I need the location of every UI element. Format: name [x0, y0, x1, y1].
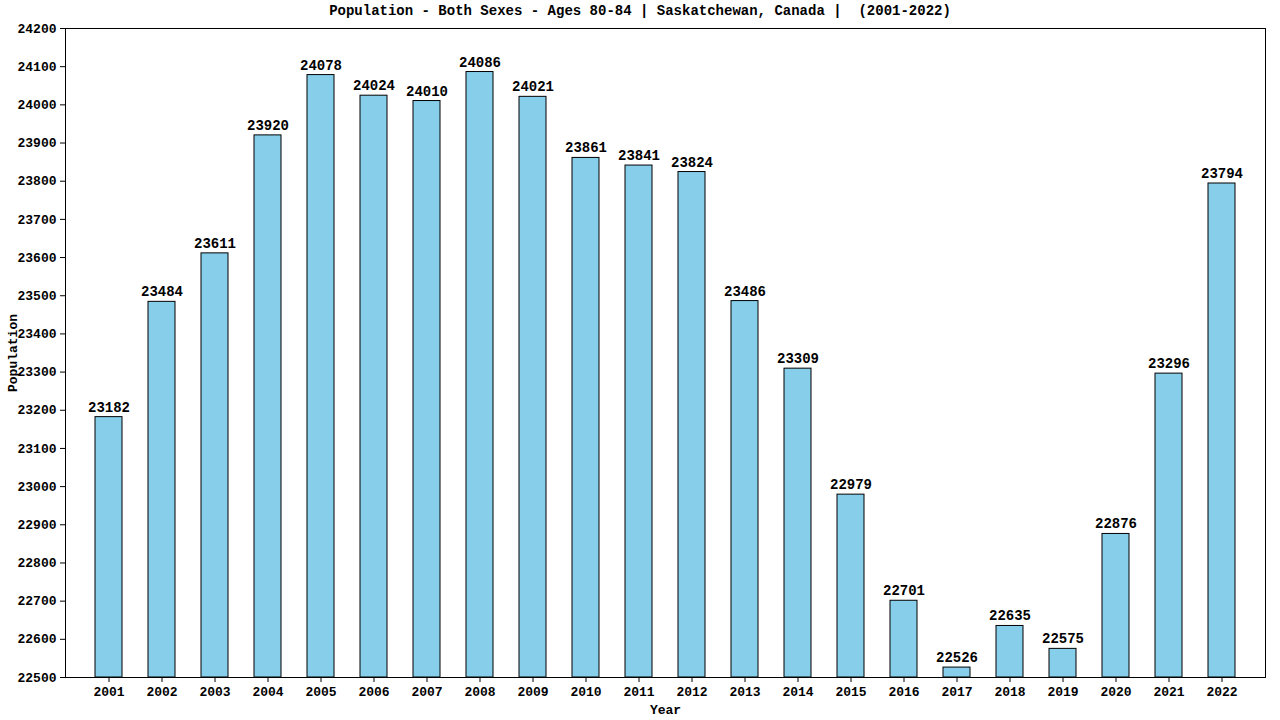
svg-text:2021: 2021 [1153, 685, 1184, 700]
svg-text:2019: 2019 [1047, 685, 1078, 700]
svg-text:2001: 2001 [93, 685, 124, 700]
html-text:Population - Both Sexes - Ages: Population - Both Sexes - Ages 80-84 | S… [329, 3, 951, 19]
svg-text:24024: 24024 [353, 78, 395, 94]
svg-text:23920: 23920 [247, 118, 289, 134]
svg-text:23800: 23800 [17, 174, 56, 189]
svg-text:2010: 2010 [570, 685, 601, 700]
svg-text:2008: 2008 [464, 685, 495, 700]
svg-text:24086: 24086 [459, 55, 501, 71]
svg-text:22575: 22575 [1042, 631, 1084, 647]
svg-text:22701: 22701 [883, 583, 925, 599]
svg-text:2006: 2006 [358, 685, 389, 700]
svg-text:Population: Population [6, 314, 21, 392]
svg-text:2016: 2016 [888, 685, 919, 700]
svg-text:23300: 23300 [17, 365, 56, 380]
svg-text:23500: 23500 [17, 289, 56, 304]
svg-text:22800: 22800 [17, 556, 56, 571]
svg-text:2014: 2014 [782, 685, 813, 700]
svg-text:22600: 22600 [17, 632, 56, 647]
svg-text:22900: 22900 [17, 518, 56, 533]
svg-text:23200: 23200 [17, 403, 56, 418]
svg-text:2009: 2009 [517, 685, 548, 700]
svg-text:2005: 2005 [305, 685, 336, 700]
svg-text:22700: 22700 [17, 594, 56, 609]
svg-text:22500: 22500 [17, 671, 56, 686]
svg-text:23861: 23861 [565, 140, 607, 156]
svg-text:2002: 2002 [146, 685, 177, 700]
svg-text:22635: 22635 [989, 608, 1031, 624]
svg-text:2017: 2017 [941, 685, 972, 700]
svg-text:23486: 23486 [724, 284, 766, 300]
svg-text:24000: 24000 [17, 98, 56, 113]
svg-text:23600: 23600 [17, 251, 56, 266]
svg-text:23611: 23611 [194, 236, 236, 252]
svg-text:23182: 23182 [88, 400, 130, 416]
svg-text:22979: 22979 [830, 477, 872, 493]
svg-text:23841: 23841 [618, 148, 660, 164]
svg-text:2011: 2011 [623, 685, 654, 700]
svg-text:23900: 23900 [17, 136, 56, 151]
svg-text:22526: 22526 [936, 650, 978, 666]
svg-text:Year: Year [650, 703, 681, 718]
svg-text:23296: 23296 [1148, 356, 1190, 372]
svg-text:2004: 2004 [252, 685, 283, 700]
svg-text:2015: 2015 [835, 685, 866, 700]
svg-text:22876: 22876 [1095, 516, 1137, 532]
svg-text:24200: 24200 [17, 22, 56, 37]
svg-text:2003: 2003 [199, 685, 230, 700]
svg-text:2012: 2012 [676, 685, 707, 700]
svg-text:2018: 2018 [994, 685, 1025, 700]
svg-text:2020: 2020 [1100, 685, 1131, 700]
svg-text:24021: 24021 [512, 79, 554, 95]
svg-text:23100: 23100 [17, 442, 56, 457]
svg-text:2022: 2022 [1206, 685, 1237, 700]
svg-text:2013: 2013 [729, 685, 760, 700]
svg-text:24100: 24100 [17, 60, 56, 75]
svg-text:24078: 24078 [300, 58, 342, 74]
svg-text:23000: 23000 [17, 480, 56, 495]
svg-text:2007: 2007 [411, 685, 442, 700]
svg-text:23484: 23484 [141, 284, 183, 300]
svg-text:23794: 23794 [1201, 166, 1243, 182]
svg-text:23824: 23824 [671, 155, 713, 171]
svg-text:23700: 23700 [17, 213, 56, 228]
svg-text:24010: 24010 [406, 84, 448, 100]
svg-text:23400: 23400 [17, 327, 56, 342]
svg-text:23309: 23309 [777, 351, 819, 367]
